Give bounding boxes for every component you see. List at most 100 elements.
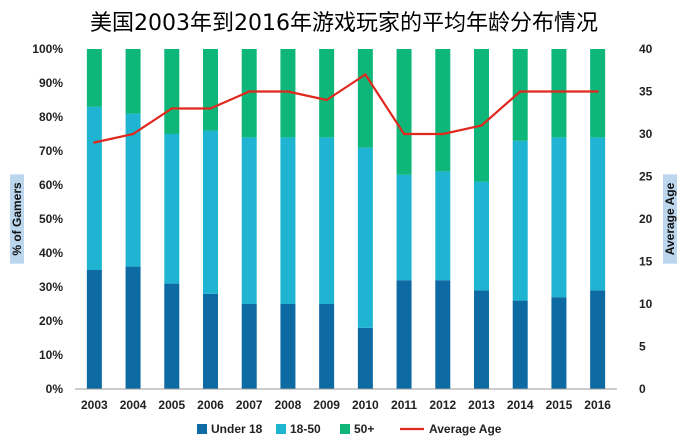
legend-label-average-age: Average Age: [429, 422, 502, 436]
bar-50--2015: [551, 49, 567, 138]
average-age-point-2008: [286, 90, 290, 93]
bar-50--2012: [435, 49, 451, 172]
y2-tick-label: 10: [639, 297, 653, 311]
legend-label-under-18: Under 18: [211, 422, 263, 436]
y-tick-label: 30%: [39, 280, 63, 294]
y-tick-label: 80%: [39, 110, 63, 124]
bar-under-18-2012: [435, 280, 451, 389]
bar-50--2010: [357, 49, 373, 148]
average-age-point-2006: [209, 107, 212, 110]
bar-18-50-2013: [474, 181, 489, 291]
bar-50--2008: [280, 49, 296, 138]
bar-under-18-2010: [357, 327, 373, 389]
y2-tick-label: 20: [639, 212, 653, 226]
x-tick-label-2008: 2008: [275, 398, 302, 412]
bar-under-18-2007: [241, 304, 257, 389]
y2-tick-label: 35: [639, 85, 653, 99]
bar-under-18-2016: [590, 290, 606, 389]
x-tick-label-2016: 2016: [584, 398, 611, 412]
average-age-point-2010: [364, 73, 367, 76]
bar-18-50-2011: [396, 174, 412, 281]
bar-under-18-2006: [203, 293, 218, 389]
legend-swatch-under-18: [197, 424, 207, 434]
y-axis-title-highlight: [10, 174, 24, 264]
bar-50--2013: [474, 49, 489, 182]
x-tick-label-2013: 2013: [468, 398, 495, 412]
y2-axis-title-highlight: [663, 174, 677, 264]
y-tick-label: 0%: [46, 382, 64, 396]
y2-tick-label: 5: [639, 340, 646, 354]
bar-18-50-2006: [203, 130, 218, 294]
y2-tick-label: 0: [639, 382, 646, 396]
y-axis-title-text: % of Gamers: [10, 182, 24, 256]
bar-under-18-2009: [319, 304, 335, 389]
average-age-point-2009: [325, 98, 328, 102]
x-tick-label-2003: 2003: [81, 398, 108, 412]
y-tick-label: 40%: [39, 246, 63, 260]
y2-tick-label: 25: [639, 170, 653, 184]
bar-18-50-2012: [435, 171, 451, 281]
bar-under-18-2003: [86, 270, 102, 389]
average-age-point-2003: [93, 141, 96, 144]
x-tick-label-2009: 2009: [313, 398, 340, 412]
chart-title: 美国2003年到2016年游戏玩家的平均年龄分布情况: [90, 11, 598, 36]
bar-50--2009: [319, 49, 335, 138]
average-age-line-layer: [93, 73, 599, 144]
bar-50--2011: [396, 49, 412, 175]
y2-tick-label: 30: [639, 127, 653, 141]
bar-50--2003: [86, 49, 102, 107]
y-tick-label: 20%: [39, 314, 63, 328]
average-age-point-2005: [170, 107, 173, 110]
y2-axis-title: Average Age: [663, 174, 677, 264]
average-age-point-2004: [131, 132, 135, 136]
average-age-point-2007: [248, 90, 251, 93]
legend: Under 18 18-50 50+ Average Age: [197, 422, 502, 436]
y-axis-title: % of Gamers: [10, 174, 24, 264]
bars-layer: [86, 49, 606, 389]
x-tick-label-2014: 2014: [507, 398, 534, 412]
x-tick-label-2004: 2004: [120, 398, 147, 412]
average-age-point-2014: [519, 90, 522, 93]
x-tick-label-2011: 2011: [391, 398, 417, 412]
bar-under-18-2005: [164, 283, 180, 389]
average-age-line: [94, 73, 598, 144]
bar-50--2005: [164, 49, 180, 134]
legend-swatch-18-50: [276, 424, 286, 434]
bar-18-50-2014: [512, 140, 528, 301]
legend-label-50-: 50+: [354, 422, 374, 436]
bar-50--2004: [125, 49, 141, 114]
bar-50--2016: [590, 49, 606, 138]
average-age-point-2013: [480, 124, 483, 127]
y2-tick-label: 15: [639, 255, 653, 269]
bar-50--2006: [203, 49, 218, 131]
bar-18-50-2009: [319, 137, 335, 304]
average-age-point-2016: [596, 90, 599, 93]
y-tick-label: 10%: [39, 348, 63, 362]
average-age-point-2015: [557, 90, 561, 93]
bar-18-50-2015: [551, 137, 567, 298]
bar-18-50-2004: [125, 113, 141, 267]
legend-label-18-50: 18-50: [290, 422, 321, 436]
y2-axis-title-text: Average Age: [663, 182, 677, 255]
x-tick-label-2012: 2012: [429, 398, 456, 412]
y-tick-label: 100%: [32, 42, 63, 56]
y2-tick-label: 40: [639, 42, 653, 56]
average-age-point-2011: [402, 132, 406, 136]
bar-18-50-2016: [590, 137, 606, 291]
x-tick-label-2005: 2005: [158, 398, 185, 412]
bar-under-18-2013: [474, 290, 489, 389]
y-tick-label: 90%: [39, 76, 63, 90]
bar-18-50-2008: [280, 137, 296, 304]
bar-18-50-2010: [357, 147, 373, 328]
y-tick-label: 50%: [39, 212, 63, 226]
bar-under-18-2014: [512, 300, 528, 389]
bar-under-18-2004: [125, 266, 141, 389]
bar-under-18-2008: [280, 304, 296, 389]
bar-50--2007: [241, 49, 257, 138]
x-tick-label-2007: 2007: [236, 398, 263, 412]
x-tick-label-2015: 2015: [546, 398, 573, 412]
y-tick-label: 60%: [39, 178, 63, 192]
bar-18-50-2003: [86, 106, 102, 270]
bar-under-18-2011: [396, 280, 412, 389]
